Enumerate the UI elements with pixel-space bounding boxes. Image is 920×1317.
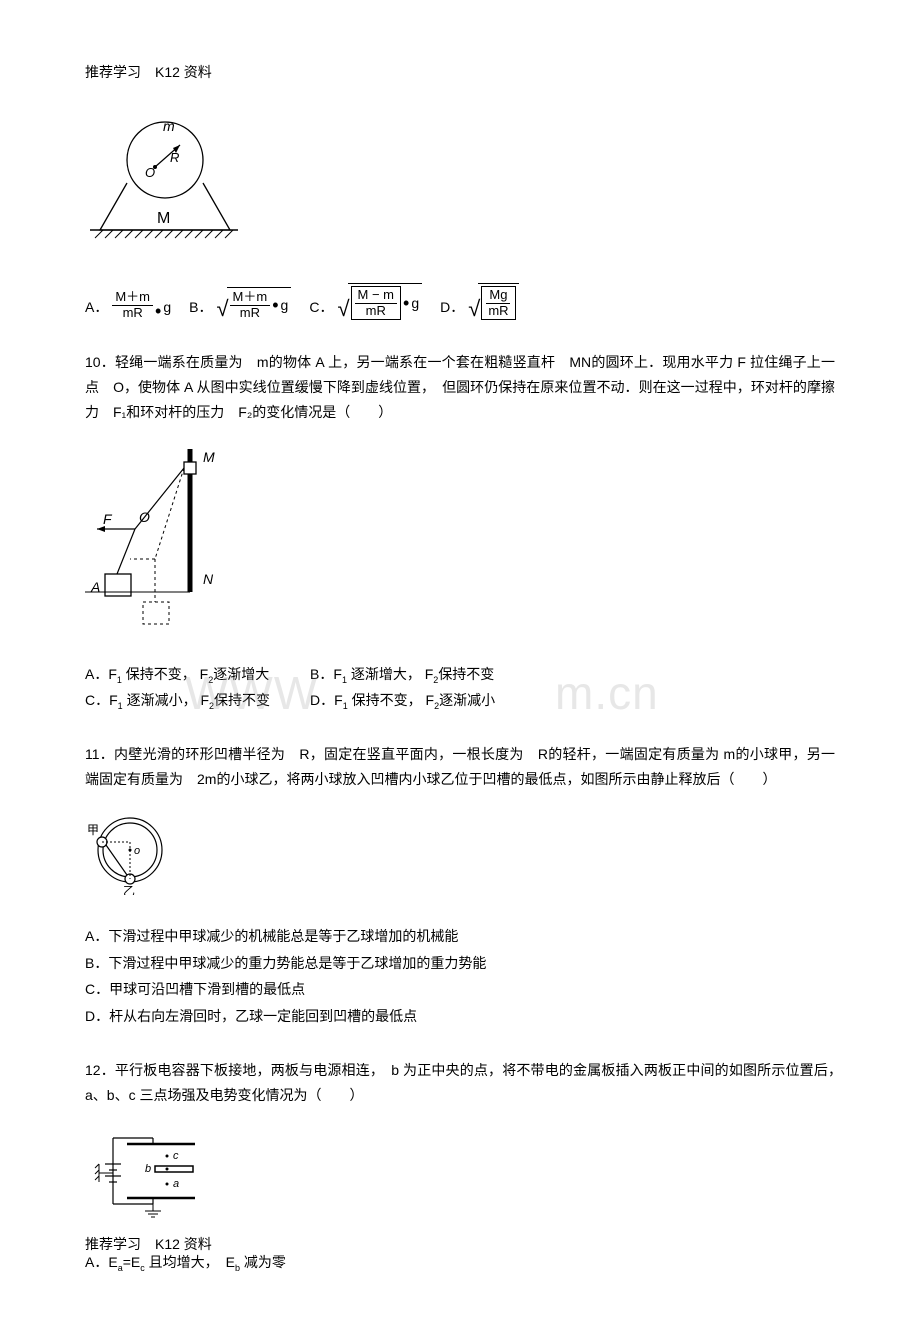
svg-text:a: a xyxy=(173,1178,179,1190)
q9-option-d: D． √MgmR xyxy=(440,283,518,320)
svg-text:c: c xyxy=(173,1150,179,1162)
page-footer: 推荐学习 K12 资料 xyxy=(85,1232,212,1257)
svg-text:甲: 甲 xyxy=(87,823,99,837)
svg-text:b: b xyxy=(145,1163,151,1175)
q11-option-a: A．下滑过程中甲球减少的机械能总是等于乙球增加的机械能 xyxy=(85,923,835,950)
svg-text:A: A xyxy=(90,579,100,595)
q10-option-a: A．F1 保持不变， F2逐渐增大 xyxy=(85,662,270,688)
q12-text: 12．平行板电容器下板接地，两板与电源相连， b 为正中央的点，将不带电的金属板… xyxy=(85,1058,835,1108)
q9-option-a: A． M＋mmR •g xyxy=(85,290,171,320)
q9-figure: m O R M xyxy=(85,115,835,263)
q10-option-c: C．F1 逐渐减小， F2保持不变 xyxy=(85,688,270,714)
svg-text:M: M xyxy=(157,210,170,227)
svg-text:M: M xyxy=(203,449,215,465)
svg-text:N: N xyxy=(203,571,214,587)
opt-label-a: A． xyxy=(85,295,108,320)
q9-option-b: B． √M＋mmR•g xyxy=(189,287,291,320)
svg-text:乙: 乙 xyxy=(123,884,135,895)
svg-text:O: O xyxy=(139,509,150,525)
svg-text:O: O xyxy=(145,165,155,180)
watermark-right: m.cn xyxy=(555,652,659,735)
page-header: 推荐学习 K12 资料 xyxy=(85,60,835,85)
q10-figure: M N F O A xyxy=(85,444,835,642)
q11-option-d: D．杆从右向左滑回时，乙球一定能回到凹槽的最低点 xyxy=(85,1003,835,1030)
svg-text:R: R xyxy=(170,150,179,165)
q10-option-d: D．F1 保持不变， F2逐渐减小 xyxy=(310,688,495,714)
opt-label-d: D． xyxy=(440,295,464,320)
opt-label-b: B． xyxy=(189,295,212,320)
opt-label-c: C． xyxy=(309,295,333,320)
q10-option-b: B．F1 逐渐增大， F2保持不变 xyxy=(310,662,495,688)
q11-option-c: C．甲球可沿凹槽下滑到槽的最低点 xyxy=(85,976,835,1003)
q10-text: 10．轻绳一端系在质量为 m的物体 A 上，另一端系在一个套在粗糙竖直杆 MN的… xyxy=(85,350,835,426)
q11-figure: o 甲 乙 xyxy=(85,810,835,903)
q10-options: WWW m.cn A．F1 保持不变， F2逐渐增大 C．F1 逐渐减小， F2… xyxy=(85,662,835,714)
q11-option-b: B．下滑过程中甲球减少的重力势能总是等于乙球增加的重力势能 xyxy=(85,950,835,977)
q9-options: A． M＋mmR •g B． √M＋mmR•g C． √M − mmR•g D．… xyxy=(85,283,835,320)
q11-options: A．下滑过程中甲球减少的机械能总是等于乙球增加的机械能 B．下滑过程中甲球减少的… xyxy=(85,923,835,1029)
svg-text:F: F xyxy=(103,511,113,527)
q11: 11．内壁光滑的环形凹槽半径为 R，固定在竖直平面内，一根长度为 R的轻杆，一端… xyxy=(85,742,835,792)
svg-text:m: m xyxy=(163,118,175,134)
svg-text:o: o xyxy=(134,845,140,857)
q11-text: 11．内壁光滑的环形凹槽半径为 R，固定在竖直平面内，一根长度为 R的轻杆，一端… xyxy=(85,742,835,792)
q10: 10．轻绳一端系在质量为 m的物体 A 上，另一端系在一个套在粗糙竖直杆 MN的… xyxy=(85,350,835,426)
q12: 12．平行板电容器下板接地，两板与电源相连， b 为正中央的点，将不带电的金属板… xyxy=(85,1058,835,1108)
q12-figure: c b a xyxy=(85,1126,835,1229)
q9-option-c: C． √M − mmR•g xyxy=(309,283,422,320)
